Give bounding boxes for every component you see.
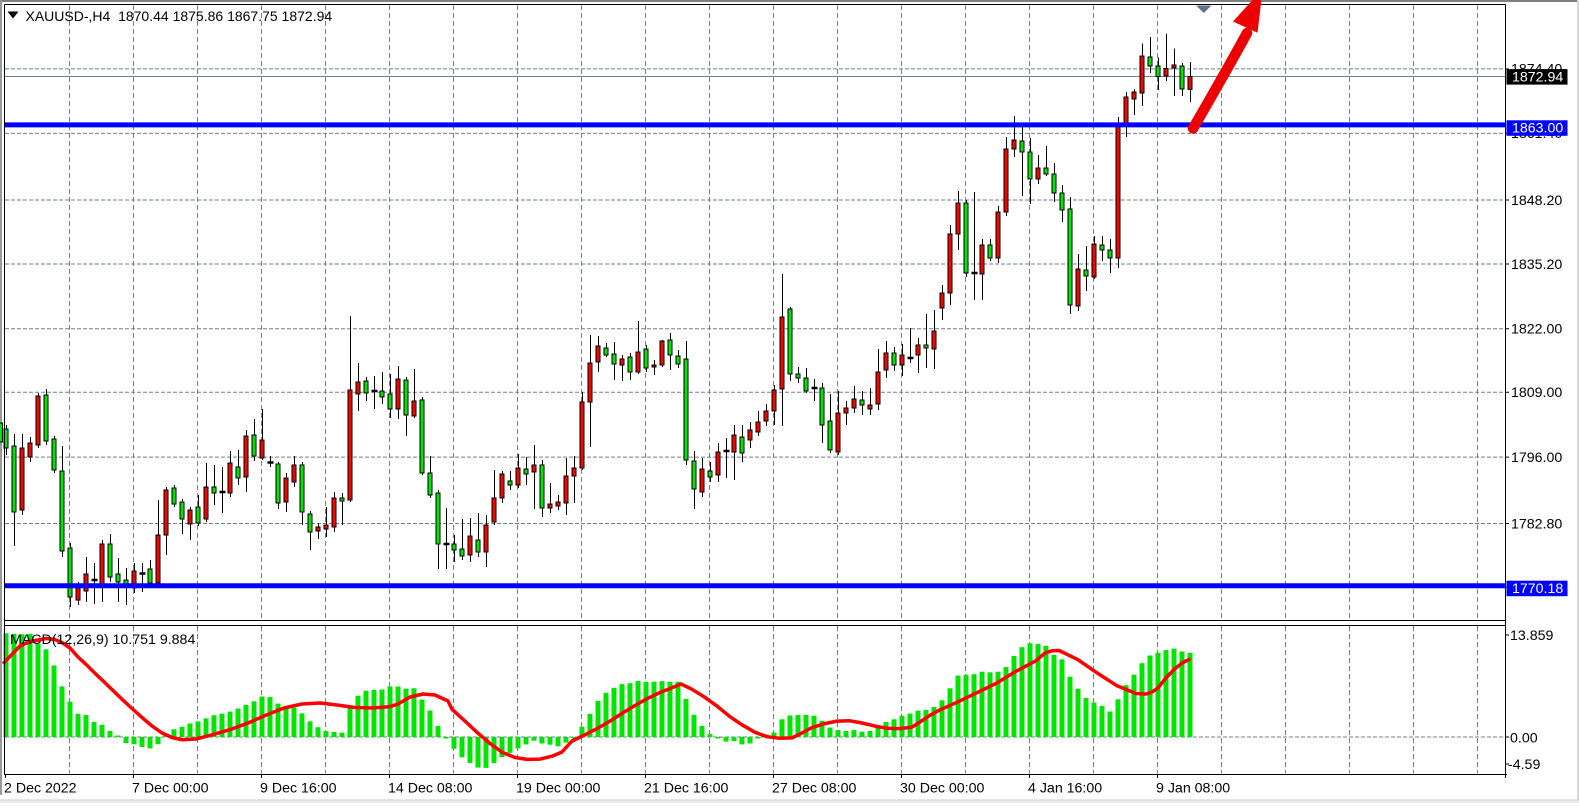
svg-text:1796.00: 1796.00 [1511,450,1562,466]
svg-text:19 Dec 00:00: 19 Dec 00:00 [516,780,601,796]
svg-text:14 Dec 08:00: 14 Dec 08:00 [388,780,473,796]
svg-text:XAUUSD-,H4 1870.44 1875.86 18: XAUUSD-,H4 1870.44 1875.86 1867.75 1872.… [26,8,333,24]
svg-text:9 Dec 16:00: 9 Dec 16:00 [260,780,337,796]
svg-text:1872.94: 1872.94 [1512,69,1563,85]
svg-text:2 Dec 2022: 2 Dec 2022 [4,780,77,796]
svg-text:1822.00: 1822.00 [1511,322,1562,338]
svg-text:13.859: 13.859 [1510,628,1554,644]
svg-text:1863.00: 1863.00 [1512,121,1563,137]
svg-text:30 Dec 00:00: 30 Dec 00:00 [900,780,985,796]
svg-text:0.00: 0.00 [1510,730,1538,746]
svg-text:1782.80: 1782.80 [1511,516,1562,532]
svg-text:1770.18: 1770.18 [1512,581,1563,597]
svg-text:27 Dec 08:00: 27 Dec 08:00 [772,780,857,796]
svg-text:7 Dec 00:00: 7 Dec 00:00 [132,780,209,796]
svg-text:1848.20: 1848.20 [1511,193,1562,209]
svg-text:1835.20: 1835.20 [1511,257,1562,273]
svg-text:MACD(12,26,9) 10.751 9.884: MACD(12,26,9) 10.751 9.884 [10,632,195,648]
svg-text:21 Dec 16:00: 21 Dec 16:00 [644,780,729,796]
svg-text:4 Jan 16:00: 4 Jan 16:00 [1028,780,1102,796]
svg-text:9 Jan 08:00: 9 Jan 08:00 [1156,780,1230,796]
svg-text:1809.00: 1809.00 [1511,385,1562,401]
svg-text:-4.59: -4.59 [1508,757,1540,773]
